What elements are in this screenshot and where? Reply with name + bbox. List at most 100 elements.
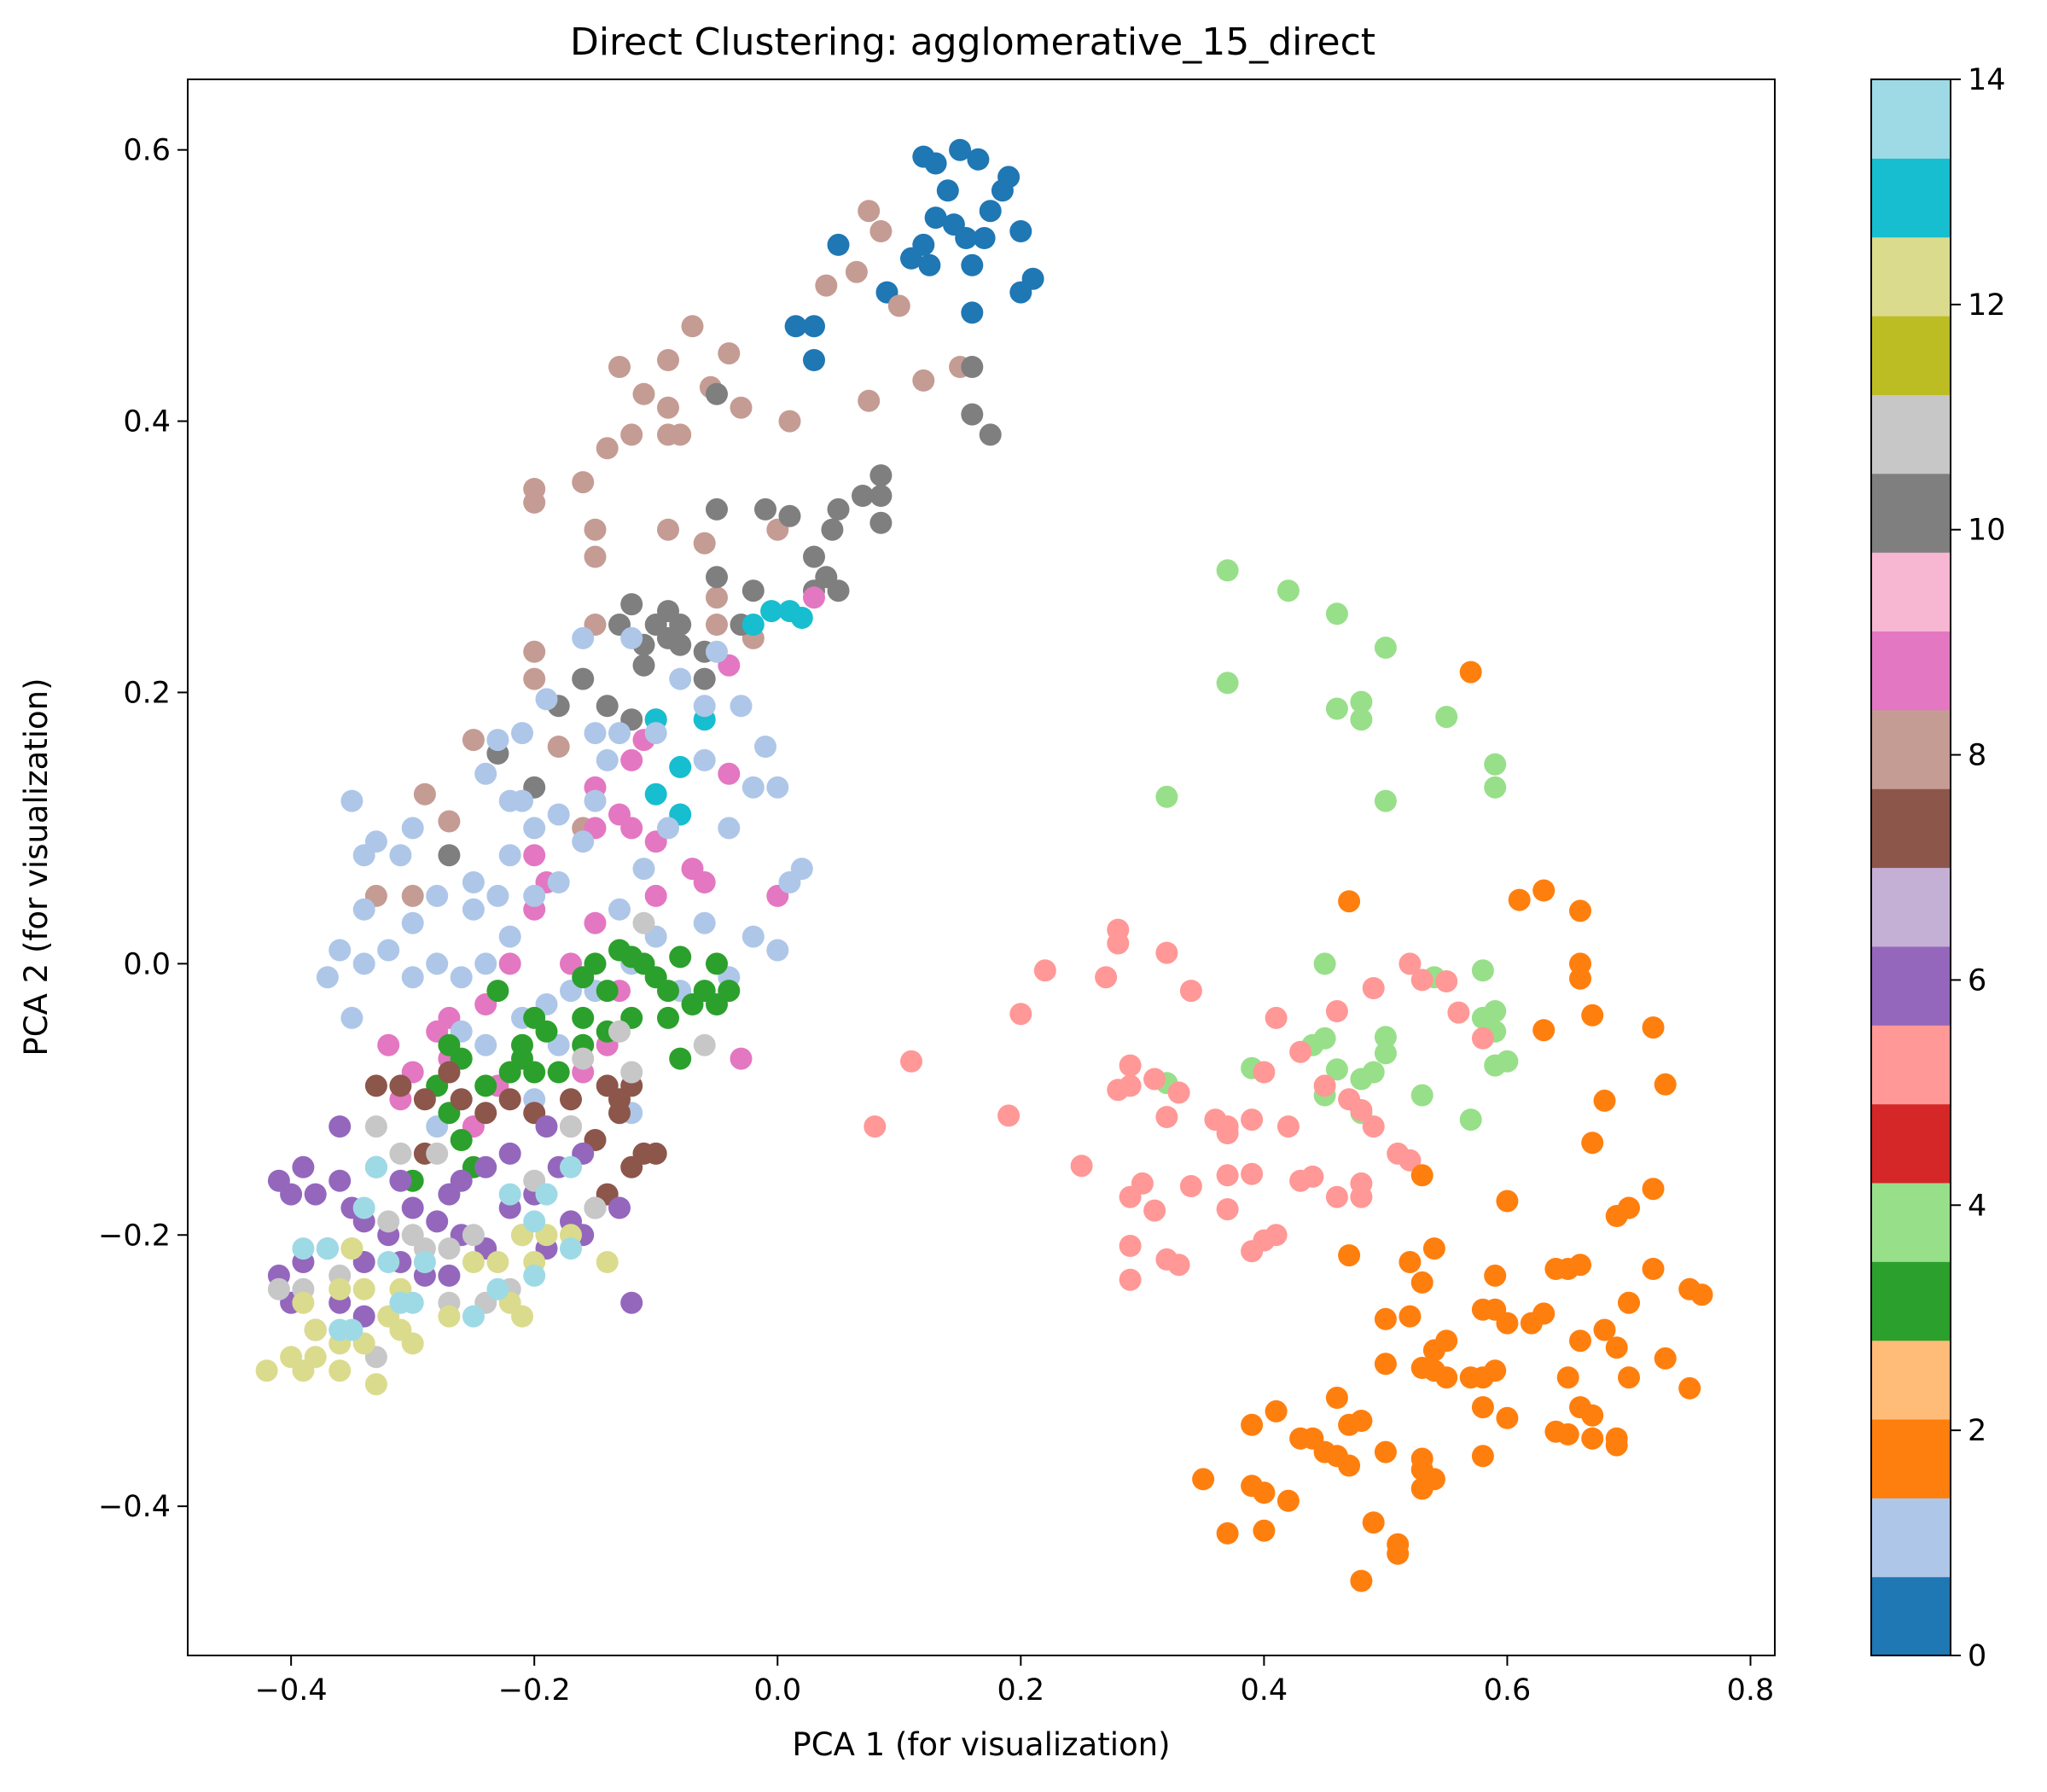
point-cluster-1-17 [340, 1006, 363, 1029]
point-cluster-3-27 [596, 980, 619, 1003]
point-cluster-2-12 [1581, 1132, 1604, 1155]
colorbar-tick-label: 8 [1968, 739, 1986, 773]
point-cluster-0-17 [784, 315, 807, 338]
point-cluster-6-4 [304, 1183, 327, 1206]
point-cluster-14-2 [340, 1318, 363, 1341]
point-cluster-11-19 [608, 1020, 631, 1043]
point-cluster-8-17 [584, 518, 607, 541]
point-cluster-5-36 [1471, 1027, 1494, 1050]
point-cluster-2-45 [1435, 1366, 1458, 1389]
point-cluster-2-74 [1471, 1445, 1494, 1468]
point-cluster-1-48 [790, 858, 813, 881]
point-cluster-2-6 [1569, 967, 1591, 990]
point-cluster-8-27 [718, 342, 741, 365]
point-cluster-3-9 [657, 1006, 679, 1029]
point-cluster-5-13 [1155, 1106, 1178, 1128]
point-cluster-8-38 [706, 586, 728, 609]
point-cluster-1-62 [352, 844, 375, 867]
point-cluster-10-37 [632, 654, 655, 677]
chart-title: Direct Clustering: agglomerative_15_dire… [570, 20, 1375, 64]
point-cluster-10-10 [778, 504, 801, 527]
point-cluster-1-24 [523, 884, 546, 907]
point-cluster-1-35 [741, 776, 765, 799]
point-cluster-3-35 [706, 993, 728, 1015]
point-cluster-11-1 [389, 1142, 412, 1165]
point-cluster-2-26 [1410, 1271, 1433, 1294]
point-cluster-2-20 [1338, 1244, 1361, 1267]
point-cluster-4-12 [1374, 789, 1397, 812]
point-cluster-6-35 [535, 1115, 558, 1138]
point-cluster-1-8 [462, 871, 485, 893]
point-cluster-14-12 [523, 1210, 546, 1233]
point-cluster-1-27 [584, 789, 607, 812]
point-cluster-5-44 [1241, 1162, 1264, 1185]
point-cluster-8-12 [608, 356, 631, 378]
point-cluster-2-34 [1496, 1312, 1519, 1335]
point-cluster-1-57 [474, 1033, 497, 1056]
point-cluster-5-47 [1325, 1185, 1348, 1208]
point-cluster-1-36 [718, 817, 741, 840]
point-cluster-9-14 [718, 762, 741, 785]
point-cluster-12-3 [304, 1346, 327, 1369]
point-cluster-11-7 [377, 1210, 400, 1233]
point-cluster-5-7 [900, 1050, 922, 1073]
point-cluster-10-27 [572, 667, 595, 690]
colorbar-tick-label: 4 [1968, 1189, 1986, 1223]
point-cluster-9-0 [803, 586, 825, 609]
point-cluster-0-18 [803, 349, 825, 371]
point-cluster-2-80 [1276, 1489, 1300, 1512]
point-cluster-0-24 [955, 227, 978, 249]
point-cluster-8-25 [620, 423, 643, 446]
point-cluster-6-3 [280, 1183, 303, 1206]
colorbar-segment [1871, 945, 1951, 1026]
point-cluster-1-16 [316, 966, 339, 989]
point-cluster-6-29 [438, 1264, 461, 1287]
colorbar-tick-label: 10 [1968, 514, 2006, 548]
point-cluster-6-5 [329, 1169, 352, 1192]
point-cluster-3-4 [669, 945, 692, 969]
point-cluster-4-3 [1374, 637, 1397, 659]
point-cluster-14-10 [352, 1196, 375, 1219]
point-cluster-11-21 [632, 911, 655, 934]
point-cluster-2-71 [1338, 1454, 1361, 1477]
y-axis-ticks: −0.4 −0.2 0.0 0.2 0.4 0.6 [98, 134, 188, 1524]
point-cluster-10-35 [706, 382, 728, 405]
point-cluster-10-9 [827, 579, 850, 602]
y-tick-label: −0.2 [98, 1219, 171, 1253]
point-cluster-1-10 [401, 911, 424, 934]
point-cluster-10-17 [693, 667, 716, 690]
point-cluster-2-14 [1410, 1164, 1433, 1187]
point-cluster-1-32 [693, 695, 716, 718]
point-cluster-5-40 [1119, 1185, 1142, 1208]
point-cluster-14-15 [292, 1237, 315, 1260]
point-cluster-5-49 [1350, 1185, 1373, 1208]
point-cluster-2-72 [1374, 1440, 1397, 1463]
point-cluster-7-1 [364, 1074, 387, 1097]
point-cluster-8-26 [681, 315, 704, 338]
point-cluster-1-30 [644, 722, 667, 745]
point-cluster-4-27 [1350, 1068, 1373, 1091]
point-cluster-9-13 [644, 884, 667, 907]
colorbar-segment [1871, 394, 1951, 474]
point-cluster-12-15 [462, 1251, 485, 1273]
point-cluster-9-32 [730, 1047, 753, 1070]
point-cluster-2-29 [1618, 1291, 1640, 1314]
point-cluster-8-7 [858, 389, 881, 412]
point-cluster-5-8 [1119, 1054, 1142, 1077]
point-cluster-5-56 [1119, 1268, 1142, 1291]
point-cluster-5-46 [1301, 1165, 1324, 1188]
point-cluster-2-56 [1581, 1404, 1604, 1427]
point-cluster-1-22 [486, 884, 509, 907]
point-cluster-0-4 [991, 179, 1014, 202]
point-cluster-5-6 [1009, 1003, 1032, 1026]
colorbar-segment [1871, 552, 1951, 632]
point-cluster-11-20 [693, 1033, 716, 1056]
point-cluster-2-7 [1581, 1004, 1604, 1027]
point-cluster-12-5 [304, 1318, 327, 1341]
point-cluster-5-42 [1216, 1198, 1239, 1221]
point-cluster-14-16 [364, 1155, 387, 1178]
point-cluster-8-33 [462, 729, 485, 752]
y-tick-label: 0.0 [123, 947, 171, 981]
point-cluster-2-52 [1678, 1376, 1701, 1399]
